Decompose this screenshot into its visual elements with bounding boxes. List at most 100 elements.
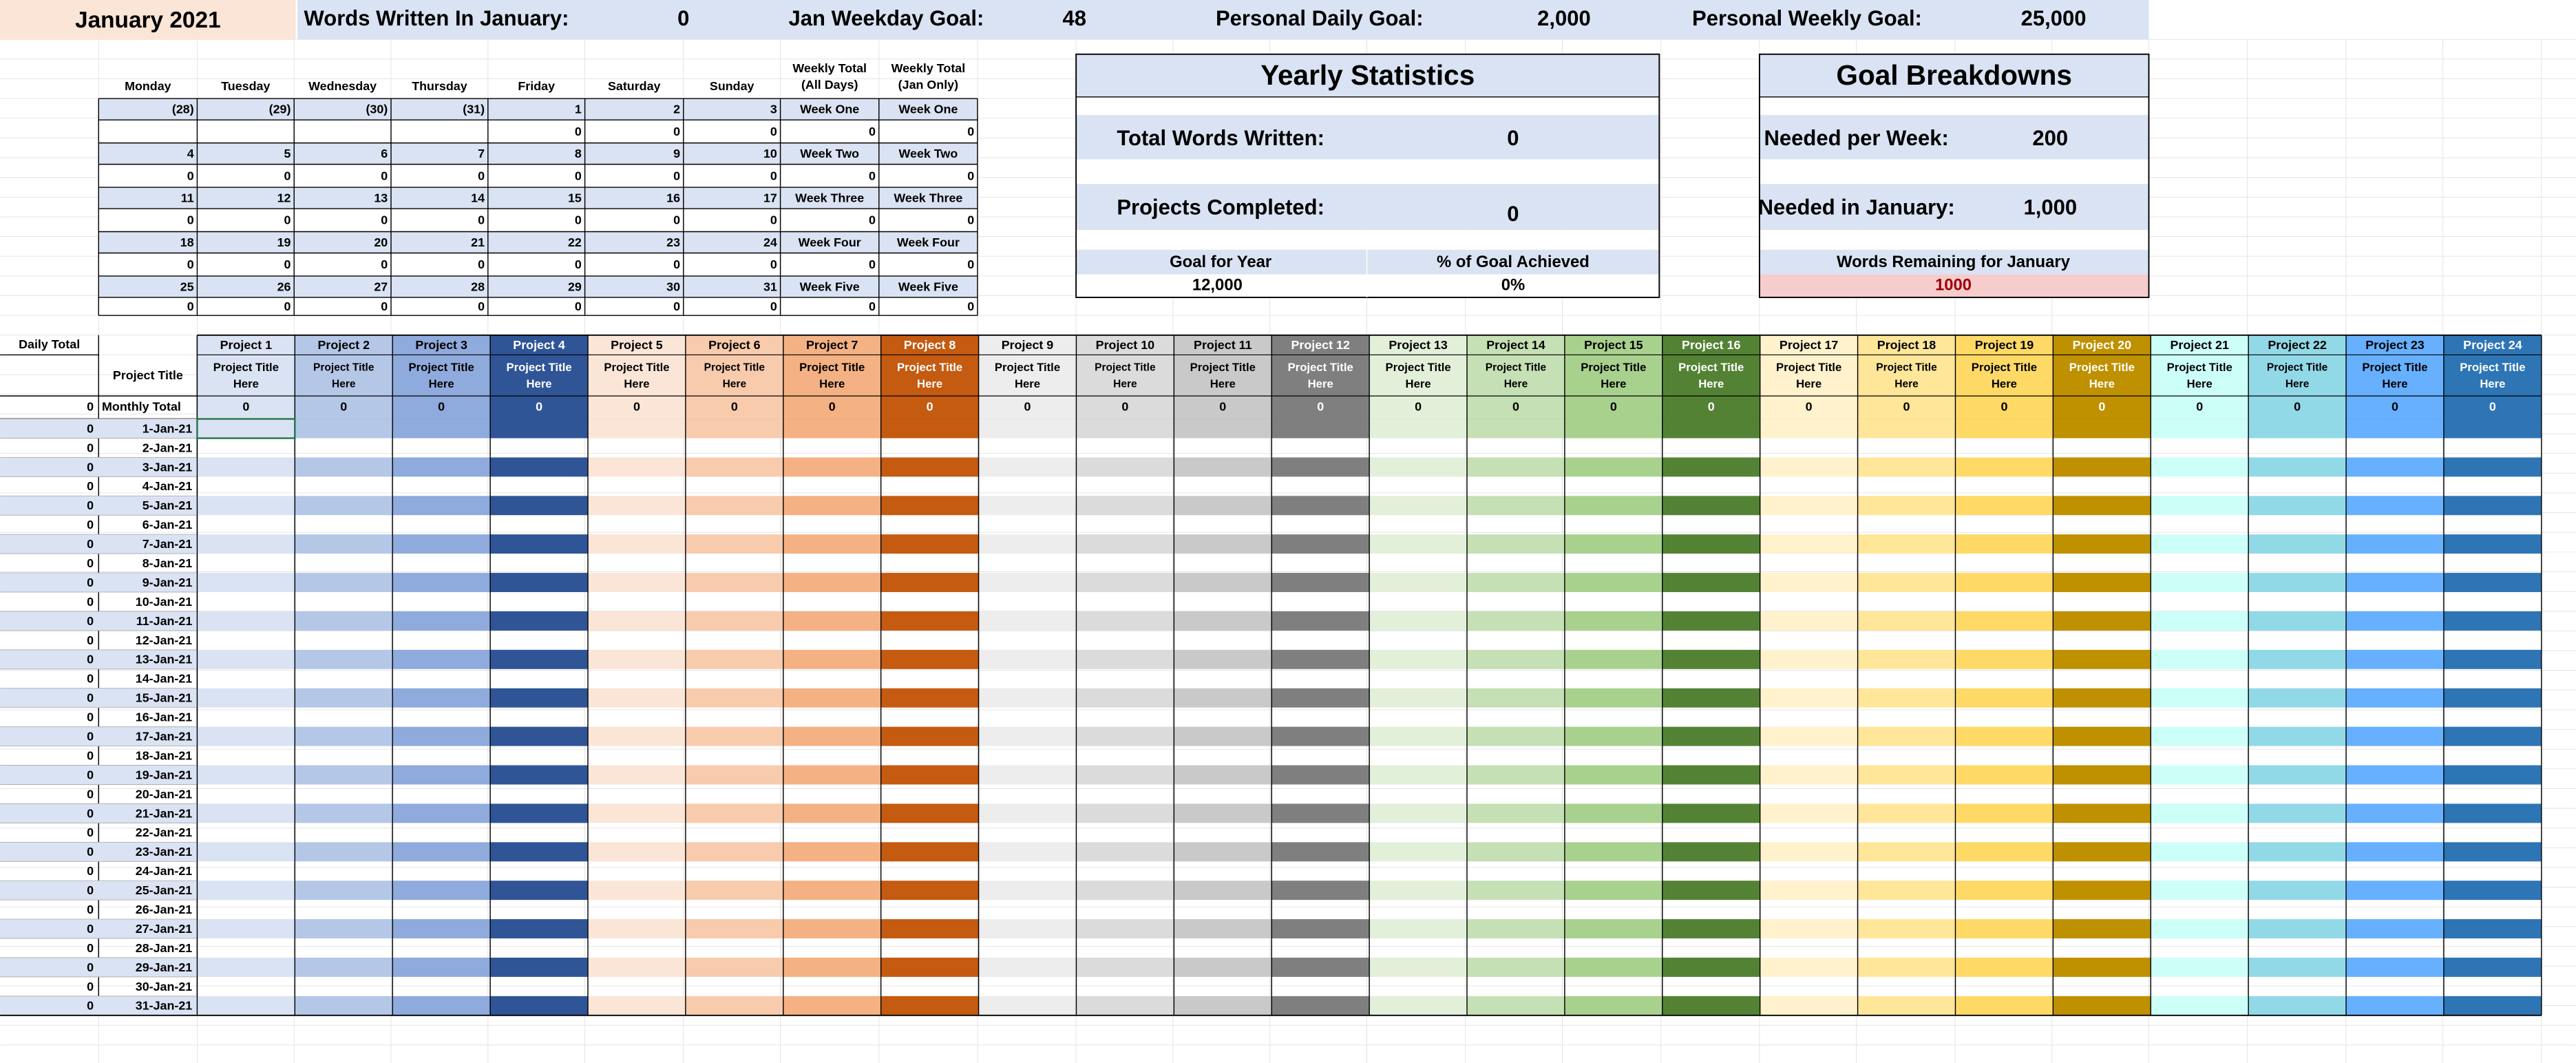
cell (2346, 611, 2444, 631)
cell (2053, 688, 2151, 708)
cell (1076, 249, 1660, 275)
calendar-value: 0 (575, 125, 582, 138)
stat-value: 0 (1507, 126, 1519, 150)
calendar-value: 12 (277, 191, 291, 204)
cell (1760, 881, 1858, 901)
cell (2151, 765, 2249, 785)
calendar-value: 1 (575, 103, 582, 116)
cell (1955, 881, 2054, 901)
cell (392, 419, 491, 439)
project-title: Project Title (1876, 362, 1937, 374)
date: 10-Jan-21 (136, 595, 193, 609)
cell (1467, 611, 1565, 631)
cell (978, 957, 1077, 977)
cell (685, 765, 783, 785)
project-name: Project 12 (1291, 338, 1350, 352)
cell (1759, 96, 2149, 116)
cell (1467, 842, 1565, 862)
project-total: 0 (1415, 400, 1422, 414)
cell (490, 534, 588, 554)
cell (880, 534, 979, 554)
cell (1369, 611, 1468, 631)
project-total: 0 (2294, 400, 2301, 414)
project-total: 0 (633, 400, 640, 414)
cell (2443, 919, 2542, 939)
project-title: Project Title (2167, 361, 2232, 374)
cell (197, 881, 295, 901)
banner-label: Words Written In January: (304, 6, 569, 30)
cell (1076, 96, 1660, 116)
calendar-value: 13 (374, 191, 388, 204)
cell (880, 496, 979, 516)
cell (978, 457, 1077, 477)
cell (2346, 919, 2444, 939)
cell (783, 842, 881, 862)
project-title: Here (1992, 377, 2017, 390)
date: 22-Jan-21 (136, 825, 193, 839)
calendar-value: 0 (770, 299, 777, 313)
cell (1662, 419, 1760, 439)
cell (880, 957, 979, 977)
cell (1760, 457, 1858, 477)
project-name: Project 5 (611, 338, 663, 352)
cell (1076, 726, 1174, 746)
daily-total: 0 (87, 614, 94, 628)
project-total: 0 (1903, 400, 1910, 414)
project-name: Project 10 (1096, 338, 1155, 352)
cell (2151, 842, 2249, 862)
daily-total: 0 (87, 787, 94, 801)
calendar-header: (Jan Only) (898, 78, 958, 92)
cell (587, 726, 686, 746)
cell (1076, 611, 1174, 631)
cell (2443, 573, 2542, 593)
cell (783, 919, 881, 939)
cell (2248, 726, 2347, 746)
selected-cell (196, 418, 296, 439)
calendar-header: Monday (125, 79, 171, 93)
cell (1662, 957, 1760, 977)
cell (490, 496, 588, 516)
calendar-header: Sunday (710, 79, 754, 93)
calendar-value: 0 (869, 299, 876, 313)
daily-total: 0 (87, 883, 94, 897)
cell (295, 688, 393, 708)
cell (1857, 996, 1956, 1015)
cell (587, 688, 686, 708)
cell (0, 534, 198, 554)
project-title: Project Title (506, 361, 571, 374)
calendar-value: 8 (575, 147, 582, 160)
calendar-value: 3 (770, 103, 777, 116)
project-total: 0 (242, 400, 249, 414)
project-title: Project Title (1288, 361, 1353, 374)
cell (1760, 996, 1858, 1015)
week-label: Week Three (795, 191, 864, 204)
cell (2443, 957, 2542, 977)
calendar-value: 30 (666, 280, 680, 293)
cell (1076, 573, 1174, 593)
cell (2248, 996, 2347, 1015)
cell (685, 957, 783, 977)
cell (2053, 881, 2151, 901)
daily-total: 0 (87, 806, 94, 820)
cell (2053, 419, 2151, 439)
cell (197, 842, 295, 862)
banner-title: January 2021 (75, 8, 221, 33)
project-title: Project Title (799, 361, 865, 374)
cell (1076, 842, 1174, 862)
project-title: Project Title (409, 361, 474, 374)
cell (1564, 573, 1662, 593)
cell (197, 957, 295, 977)
table-label: Daily Total (19, 337, 80, 351)
cell (587, 842, 686, 862)
calendar-value: 9 (673, 147, 680, 160)
cell (978, 611, 1077, 631)
project-total: 0 (340, 400, 347, 414)
cell (2151, 726, 2249, 746)
cell (783, 649, 881, 669)
cell (392, 726, 491, 746)
project-name: Project 1 (220, 338, 273, 352)
project-title: Project Title (704, 362, 766, 374)
cell (1759, 159, 2149, 185)
cell (880, 881, 979, 901)
